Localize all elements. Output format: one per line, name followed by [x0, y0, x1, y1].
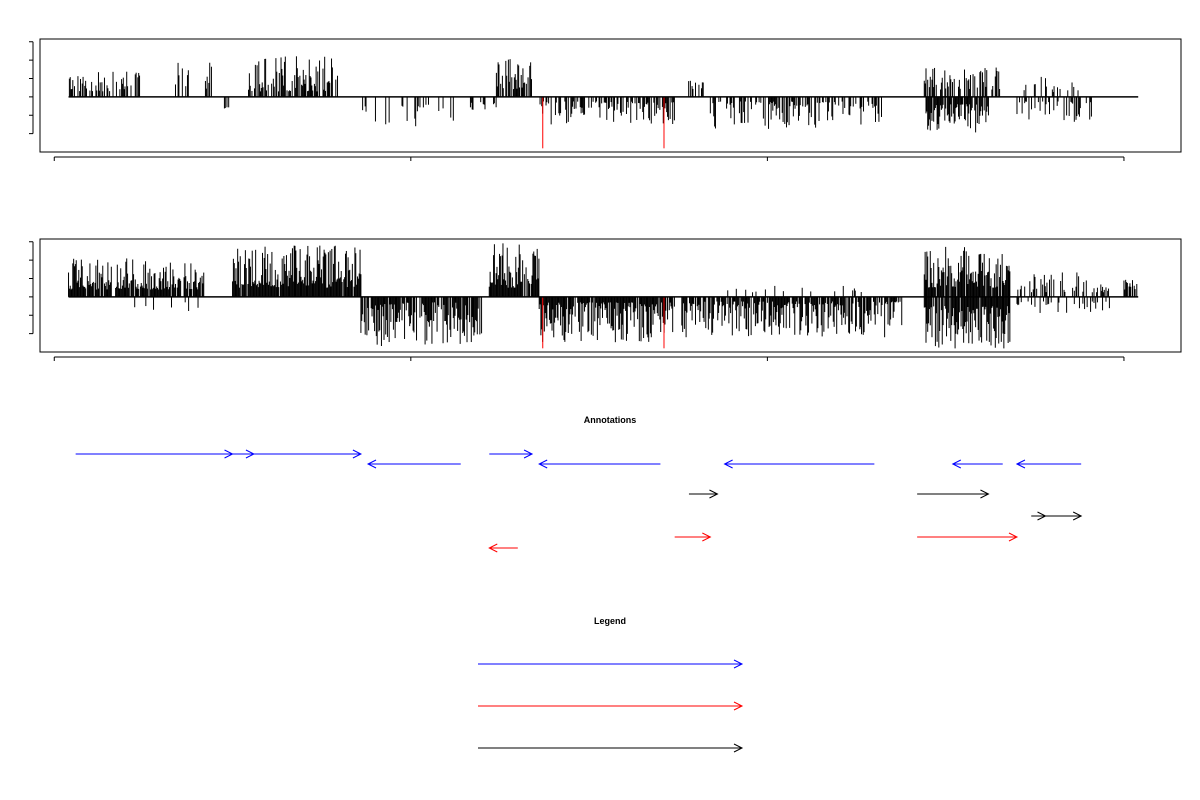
- xrn1-coverage-panel: [29, 238, 1182, 361]
- annotation-feature: [674, 532, 712, 542]
- annotation-arrow-head: [1008, 532, 1019, 542]
- legend-panel: Legend: [478, 616, 744, 753]
- annotation-arrow-head: [366, 459, 377, 469]
- annotation-arrow-head: [488, 543, 498, 553]
- annotation-feature: [253, 449, 363, 459]
- annotation-arrow-head: [980, 489, 990, 499]
- annotation-feature: [366, 459, 461, 469]
- annotation-arrow-head: [709, 489, 719, 499]
- annotations-panel: Annotations: [75, 415, 1083, 553]
- annotation-arrow-head: [702, 532, 712, 542]
- annotation-feature: [688, 489, 719, 499]
- annotation-feature: [917, 489, 990, 499]
- annotation-feature: [75, 449, 234, 459]
- annotation-feature: [1045, 511, 1083, 521]
- legend-item-other: [478, 743, 744, 753]
- annotation-feature: [917, 532, 1019, 542]
- annotation-feature: [1031, 511, 1047, 521]
- annotation-arrow-head: [352, 449, 363, 459]
- annotations-title: Annotations: [584, 415, 637, 425]
- plot-frame: [39, 238, 1182, 353]
- legend-item-gene: [478, 659, 744, 669]
- annotation-feature: [538, 459, 661, 469]
- annotation-feature: [1015, 459, 1082, 469]
- annotation-feature: [489, 449, 534, 459]
- legend-title: Legend: [594, 616, 626, 626]
- annotation-arrow-head: [723, 459, 733, 469]
- legend-arrow-head: [733, 743, 744, 753]
- legend-item-xut: [478, 701, 744, 711]
- legend-arrow-head: [733, 659, 744, 669]
- annotation-arrow-head: [523, 449, 534, 459]
- annotation-feature: [232, 449, 256, 459]
- plot-frame: [39, 38, 1182, 153]
- annotation-arrow-head: [538, 459, 548, 469]
- annotation-feature: [488, 543, 518, 553]
- annotation-feature: [723, 459, 875, 469]
- annotation-arrow-head: [1072, 511, 1083, 521]
- annotation-arrow-head: [951, 459, 962, 469]
- legend-arrow-head: [733, 701, 744, 711]
- wt-coverage-panel: [29, 38, 1182, 161]
- annotation-feature: [951, 459, 1003, 469]
- annotation-arrow-head: [1015, 459, 1026, 469]
